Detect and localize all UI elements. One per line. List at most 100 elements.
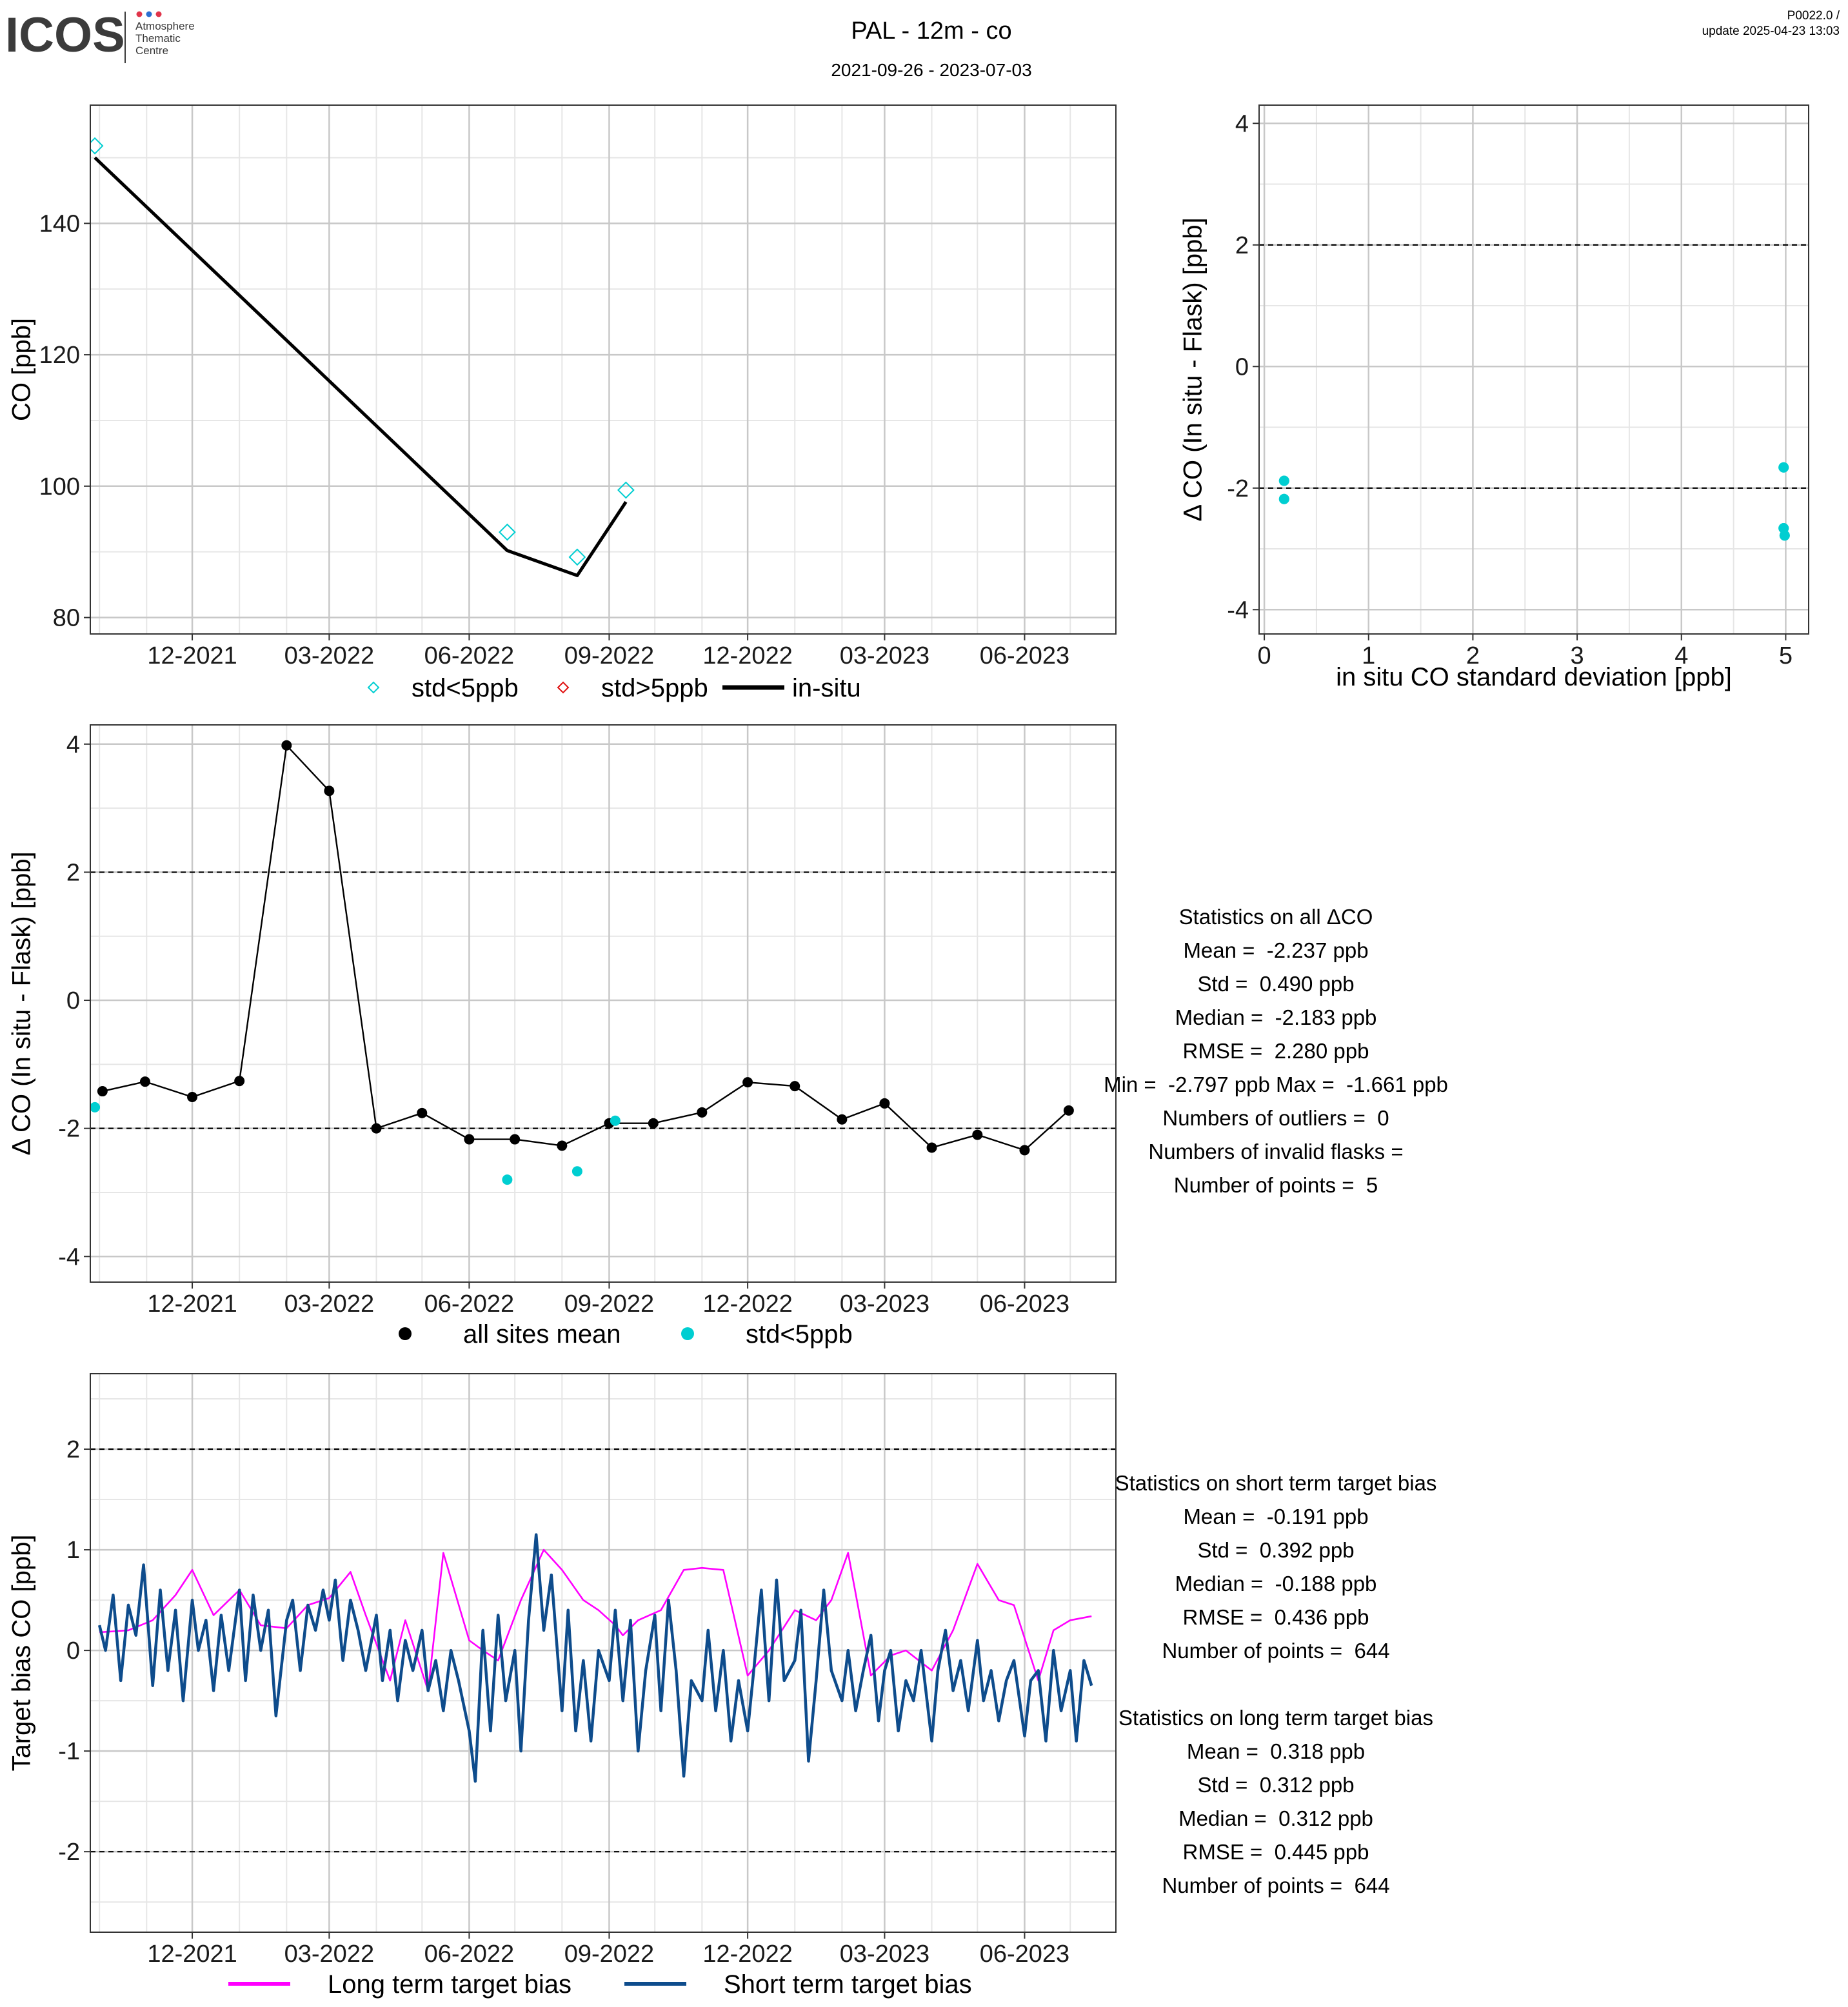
x-tick-label: 06-2023 [980, 1290, 1069, 1318]
y-axis-label: Δ CO (In situ - Flask) [ppb] [8, 851, 36, 1155]
stats-short-line: Median = -0.188 ppb [1175, 1572, 1377, 1596]
y-tick-label: -2 [58, 1839, 80, 1866]
y-axis-label: CO [ppb] [8, 318, 36, 421]
std-5ppb-marker [617, 481, 635, 499]
plot-frame [1258, 104, 1809, 635]
all-sites-mean-point [1063, 1105, 1074, 1116]
stats-short-line: RMSE = 0.436 ppb [1182, 1605, 1369, 1629]
y-tick-label: 0 [66, 1637, 80, 1665]
legend: all sites mean std<5ppb [399, 1320, 853, 1349]
legend-key [681, 1327, 694, 1340]
series-group [90, 740, 1074, 1185]
legend: std<5ppb std>5ppb in-situ [367, 674, 861, 702]
all-sites-mean-point [557, 1140, 568, 1151]
axis-ticks: -2 -1 0 1 2 12-2021 03-2022 06-2022 09-2022 12-20… [58, 1436, 1069, 1968]
co-timeseries-chart: 80 100 120 140 12-2021 03-2022 06-2022 09-2022 1… [8, 104, 1117, 702]
logo-subtext-2: Thematic [135, 32, 181, 44]
all-sites-mean-point [187, 1091, 198, 1102]
stats-delta-line: Min = -2.797 ppb Max = -1.661 ppb [1104, 1073, 1448, 1096]
std-5ppb-marker [498, 523, 516, 541]
legend-key [557, 681, 570, 694]
stats-delta-line: Statistics on all ΔCO [1178, 905, 1373, 929]
delta-statistics: Statistics on all ΔCO Mean = -2.237 ppb … [1018, 900, 1534, 1202]
legend-key [399, 1327, 412, 1340]
y-tick-label: 1 [66, 1537, 80, 1564]
y-tick-label: 80 [53, 605, 80, 632]
delta-vs-std-chart: -4 -2 0 2 4 0 1 2 3 4 5 Δ CO (In situ - Flask) [ppb… [1179, 104, 1809, 691]
x-tick-label: 4 [1674, 642, 1688, 669]
x-tick-label: 06-2022 [424, 642, 514, 669]
x-tick-label: 03-2023 [840, 642, 929, 669]
legend-label: in-situ [792, 674, 861, 702]
all-sites-mean-point [417, 1107, 428, 1118]
grid [90, 1374, 1116, 1932]
axis-ticks: -4 -2 0 2 4 12-2021 03-2022 06-2022 09-2022 12-20… [58, 731, 1069, 1318]
stats-short-line: Std = 0.392 ppb [1197, 1538, 1355, 1562]
legend-label: std<5ppb [412, 674, 519, 702]
series-group [90, 137, 635, 577]
std-5ppb-point [90, 1102, 101, 1112]
y-tick-label: 4 [1235, 110, 1249, 137]
y-tick-label: 4 [66, 731, 80, 758]
grid [1259, 105, 1809, 634]
legend-label: all sites mean [463, 1320, 621, 1349]
y-tick-label: -2 [1227, 475, 1249, 502]
plot-frame [90, 724, 1117, 1283]
stats-delta-line: Median = -2.183 ppb [1175, 1005, 1377, 1029]
all-sites-mean-point [139, 1076, 150, 1087]
axis-ticks: -4 -2 0 2 4 0 1 2 3 4 5 [1227, 110, 1793, 669]
y-axis-label: Target bias CO [ppb] [8, 1535, 36, 1772]
series-group [1278, 462, 1790, 541]
delta-timeseries-chart: -4 -2 0 2 4 12-2021 03-2022 06-2022 09-2022 12-20… [8, 724, 1117, 1349]
stats-delta-line: Mean = -2.237 ppb [1183, 938, 1369, 962]
x-tick-label: 12-2021 [147, 1941, 237, 1968]
all-sites-mean-point [837, 1114, 848, 1125]
scatter-point [1278, 475, 1289, 486]
scatter-point [1278, 493, 1289, 504]
stats-long-line: Mean = 0.318 ppb [1186, 1739, 1366, 1763]
x-tick-label: 03-2023 [840, 1941, 929, 1968]
stats-delta-line: Number of points = 5 [1173, 1173, 1378, 1197]
y-tick-label: -2 [58, 1116, 80, 1143]
logo-subtext-3: Centre [135, 44, 168, 57]
x-tick-label: 09-2022 [564, 1941, 654, 1968]
y-tick-label: 2 [66, 859, 80, 886]
x-tick-label: 12-2022 [702, 1290, 792, 1318]
short-term-target-bias-line [97, 1533, 1093, 1783]
std-5ppb-marker [90, 137, 104, 155]
stats-long-line: Median = 0.312 ppb [1178, 1806, 1373, 1830]
target-statistics: Statistics on short term target bias Mea… [1018, 1467, 1534, 1903]
all-sites-mean-point [510, 1134, 521, 1145]
x-tick-label: 09-2022 [564, 642, 654, 669]
y-tick-label: -4 [1227, 597, 1249, 624]
x-tick-label: 12-2021 [147, 1290, 237, 1318]
std-5ppb-point [610, 1115, 621, 1126]
all-sites-mean-point [234, 1076, 245, 1087]
update-label: update 2025-04-23 13:03 [1702, 25, 1840, 38]
y-tick-label: 2 [66, 1436, 80, 1463]
x-axis-label: in situ CO standard deviation [ppb] [1336, 663, 1732, 691]
logo-subtext-1: Atmosphere [135, 20, 195, 32]
series-group [97, 1533, 1093, 1783]
page-subtitle: 2021-09-26 - 2023-07-03 [831, 60, 1031, 80]
icos-logo: ICOS Atmosphere Thematic Centre [5, 8, 195, 63]
stats-delta-line: Std = 0.490 ppb [1197, 972, 1355, 996]
stats-long-line: RMSE = 0.445 ppb [1182, 1840, 1369, 1864]
all-sites-mean-point [1019, 1145, 1030, 1156]
y-tick-label: -4 [58, 1243, 80, 1270]
x-tick-label: 03-2022 [284, 1941, 374, 1968]
plot-frame [90, 1373, 1117, 1933]
grid [90, 105, 1116, 634]
x-tick-label: 12-2022 [702, 642, 792, 669]
all-sites-mean-point [97, 1086, 108, 1097]
all-sites-mean-point [281, 740, 292, 751]
y-tick-label: 140 [39, 210, 80, 237]
x-tick-label: 12-2021 [147, 642, 237, 669]
stats-long-line: Std = 0.312 ppb [1197, 1773, 1355, 1797]
x-tick-label: 5 [1779, 642, 1793, 669]
x-tick-label: 0 [1258, 642, 1271, 669]
stats-short-line: Number of points = 644 [1162, 1639, 1390, 1663]
all-sites-mean-point [790, 1081, 800, 1092]
all-sites-mean-point [464, 1134, 475, 1145]
